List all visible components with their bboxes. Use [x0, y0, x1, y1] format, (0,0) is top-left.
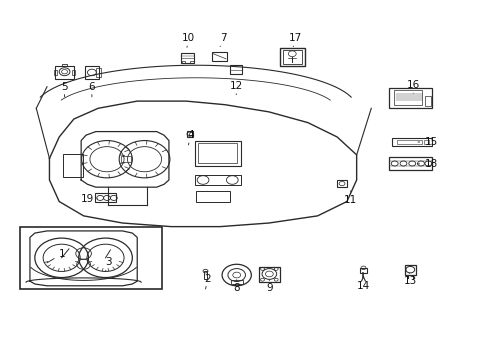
Bar: [404, 265, 415, 275]
Text: 16: 16: [406, 80, 419, 93]
Bar: [230, 65, 242, 74]
Bar: [423, 140, 428, 144]
Text: 15: 15: [417, 137, 437, 147]
Text: 17: 17: [288, 33, 301, 46]
Bar: [180, 53, 194, 63]
Bar: [55, 66, 74, 79]
Bar: [279, 48, 305, 66]
Bar: [396, 140, 421, 144]
Text: 9: 9: [265, 280, 272, 293]
Text: 11: 11: [344, 191, 357, 205]
Bar: [84, 66, 99, 79]
Text: 2: 2: [204, 274, 211, 289]
Text: 4: 4: [187, 130, 194, 145]
Bar: [336, 180, 346, 187]
Text: 7: 7: [219, 33, 226, 46]
Bar: [186, 131, 192, 137]
Text: 8: 8: [233, 280, 240, 293]
Bar: [194, 140, 241, 166]
Bar: [62, 154, 83, 177]
Bar: [195, 191, 229, 202]
Text: 10: 10: [182, 33, 195, 47]
Bar: [393, 90, 422, 105]
Bar: [388, 88, 431, 108]
Bar: [61, 64, 67, 66]
Bar: [259, 267, 279, 282]
Bar: [194, 175, 241, 185]
Bar: [54, 70, 57, 75]
Text: 3: 3: [104, 257, 111, 271]
Text: 13: 13: [403, 273, 417, 286]
Bar: [388, 157, 431, 170]
Bar: [95, 193, 116, 202]
Bar: [282, 50, 302, 64]
Bar: [425, 96, 430, 107]
Bar: [189, 62, 193, 63]
Text: 5: 5: [61, 82, 68, 97]
Bar: [121, 156, 131, 162]
Text: 12: 12: [229, 81, 243, 95]
Bar: [391, 138, 431, 146]
Bar: [20, 226, 161, 289]
Text: 1: 1: [47, 248, 66, 263]
Bar: [230, 280, 243, 284]
Text: 18: 18: [416, 159, 437, 169]
Bar: [96, 68, 101, 77]
Text: 14: 14: [356, 278, 369, 291]
Bar: [359, 267, 366, 273]
Bar: [181, 62, 185, 63]
Text: 19: 19: [81, 194, 97, 204]
Bar: [212, 51, 226, 61]
Bar: [203, 271, 207, 279]
Bar: [198, 143, 237, 163]
Bar: [72, 70, 75, 75]
Text: 6: 6: [88, 82, 95, 97]
